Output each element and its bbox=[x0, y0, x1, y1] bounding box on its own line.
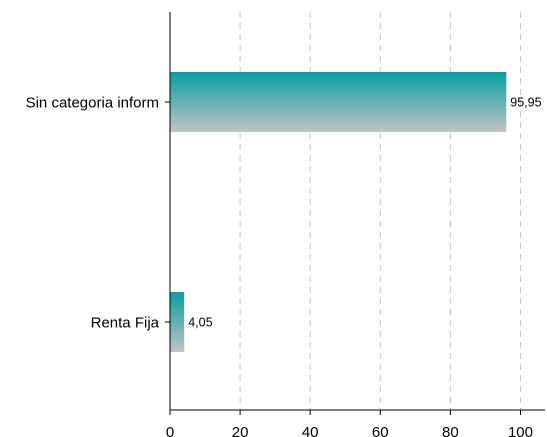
bar-0 bbox=[170, 72, 507, 132]
labels: 95,95 Sin categoria inform 4,05 Renta Fija 0… bbox=[26, 95, 542, 437]
x-tick-label-100: 100 bbox=[508, 424, 533, 437]
data-label-0: 95,95 bbox=[510, 96, 541, 110]
x-tick-label-60: 60 bbox=[372, 424, 389, 437]
category-label-0: Sin categoria inform bbox=[26, 95, 159, 112]
bar-1 bbox=[170, 292, 185, 352]
axes bbox=[165, 12, 545, 415]
x-tick-label-80: 80 bbox=[442, 424, 459, 437]
data-label-1: 4,05 bbox=[188, 316, 212, 330]
bars bbox=[170, 72, 507, 352]
x-tick-label-40: 40 bbox=[302, 424, 319, 437]
grid-lines bbox=[169, 12, 521, 410]
x-tick-label-0: 0 bbox=[166, 424, 174, 437]
category-label-1: Renta Fija bbox=[91, 315, 160, 332]
x-tick-label-20: 20 bbox=[232, 424, 249, 437]
